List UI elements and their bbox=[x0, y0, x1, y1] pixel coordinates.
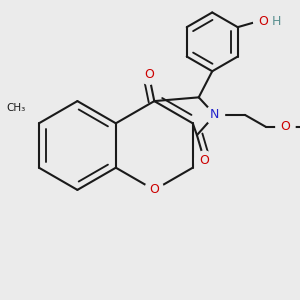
Text: O: O bbox=[144, 68, 154, 81]
Circle shape bbox=[139, 65, 158, 84]
Circle shape bbox=[205, 105, 224, 124]
Text: N: N bbox=[210, 108, 220, 122]
Circle shape bbox=[195, 151, 214, 170]
Circle shape bbox=[145, 180, 164, 200]
Text: CH₃: CH₃ bbox=[7, 103, 26, 113]
Text: O: O bbox=[149, 183, 159, 196]
Text: O: O bbox=[200, 154, 209, 167]
Circle shape bbox=[276, 117, 295, 136]
Text: O: O bbox=[258, 15, 268, 28]
Text: H: H bbox=[272, 15, 282, 28]
Circle shape bbox=[254, 11, 273, 31]
Circle shape bbox=[7, 99, 26, 118]
Text: O: O bbox=[280, 120, 290, 134]
